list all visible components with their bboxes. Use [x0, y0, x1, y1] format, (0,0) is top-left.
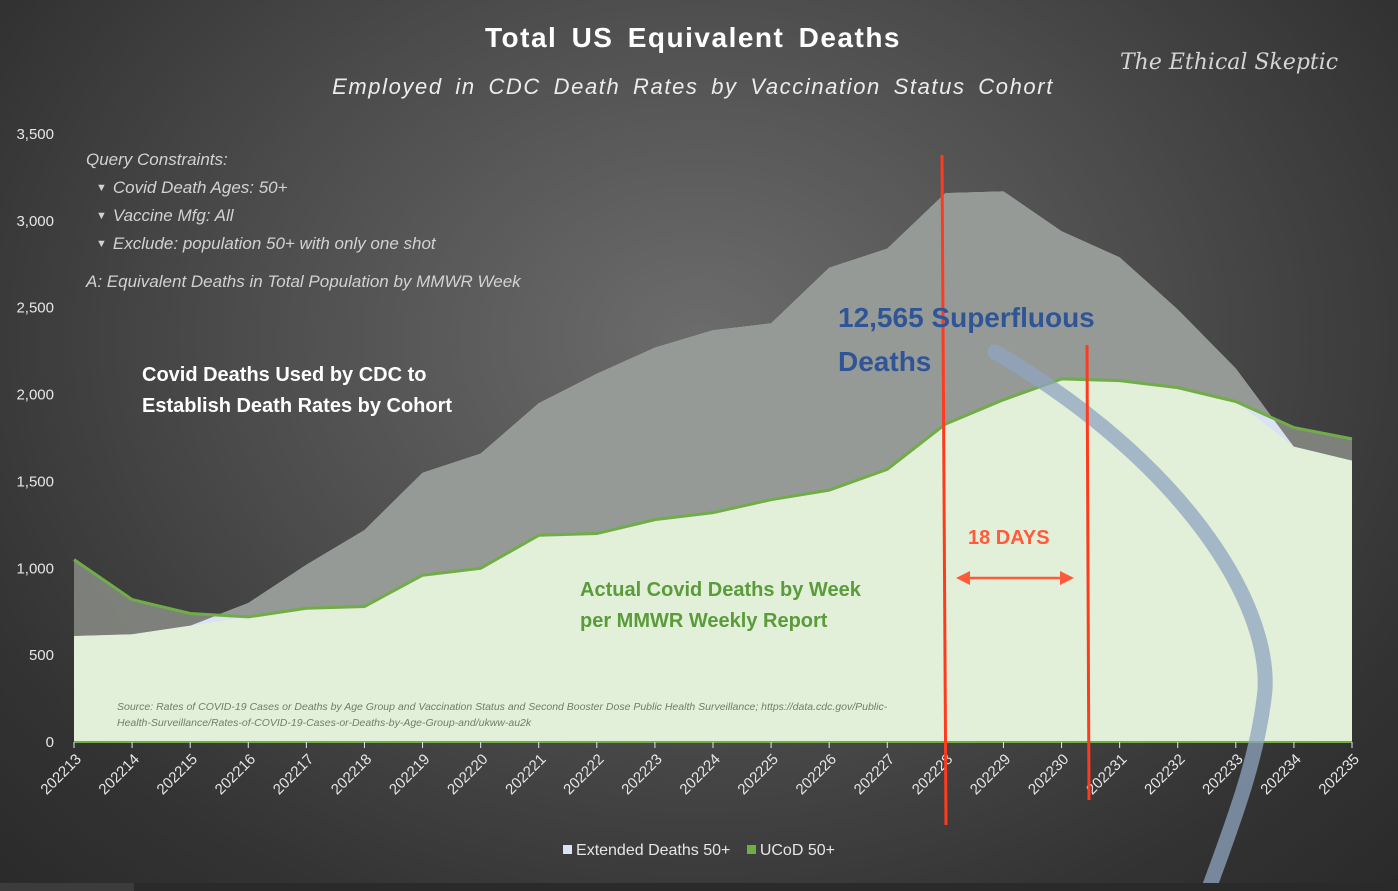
query-item: ▼ Vaccine Mfg: All	[86, 204, 436, 232]
query-item-text: Covid Death Ages: 50+	[112, 178, 288, 197]
x-tick-label: 202226	[793, 751, 840, 798]
arrowhead-right-icon	[1060, 571, 1074, 585]
bullet-triangle-icon: ▼	[96, 182, 107, 194]
chart-subtitle: Employed in CDC Death Rates by Vaccinati…	[332, 74, 1054, 99]
curved-arrow-icon	[987, 344, 1273, 891]
area-ucod	[74, 378, 1352, 742]
x-tick-label: 202220	[444, 751, 491, 798]
x-tick-label: 202213	[37, 751, 84, 798]
x-tick-label: 202228	[909, 751, 956, 798]
x-tick-label: 202215	[154, 751, 201, 798]
y-tick-label: 2,500	[16, 300, 54, 317]
legend-swatch-extended	[563, 845, 573, 854]
watermark: The Ethical Skeptic	[1120, 50, 1339, 75]
bullet-triangle-icon: ▼	[96, 238, 107, 250]
legend: Extended Deaths 50+ UCoD 50+	[0, 842, 1398, 860]
source-line2: Health-Surveillance/Rates-of-COVID-19-Ca…	[117, 717, 532, 729]
query-item: ▼ Covid Death Ages: 50+	[86, 176, 436, 204]
y-tick-label: 3,000	[16, 213, 54, 230]
cdc-label-line2: Establish Death Rates by Cohort	[142, 395, 453, 417]
query-item-text: Exclude: population 50+ with only one sh…	[112, 234, 436, 253]
y-tick-label: 2,000	[16, 387, 54, 404]
source-note: Source: Rates of COVID-19 Cases or Death…	[117, 699, 1197, 731]
superfluous-line2: Deaths	[838, 346, 932, 377]
bottom-bar	[0, 883, 1398, 891]
x-tick-label: 202214	[95, 751, 142, 798]
y-tick-label: 1,000	[16, 560, 54, 577]
actual-label-line1: Actual Covid Deaths by Week	[580, 579, 861, 601]
x-tick-label: 202229	[967, 751, 1014, 798]
x-tick-label: 202235	[1315, 751, 1362, 798]
x-tick-label: 202224	[676, 751, 723, 798]
query-constraints: Query Constraints: ▼ Covid Death Ages: 50…	[86, 148, 436, 260]
x-tick-label: 202221	[502, 751, 549, 798]
x-tick-label: 202216	[212, 751, 259, 798]
x-tick-label: 202227	[851, 751, 898, 798]
query-item: ▼ Exclude: population 50+ with only one s…	[86, 232, 436, 260]
x-tick-label: 202218	[328, 751, 375, 798]
x-tick-label: 202222	[560, 751, 607, 798]
x-tick-label: 202219	[386, 751, 433, 798]
legend-label-extended: Extended Deaths 50+	[576, 842, 731, 859]
y-tick-label: 0	[46, 734, 54, 751]
legend-item-extended: Extended Deaths 50+	[563, 842, 730, 860]
superfluous-deaths-label: 12,565 Superfluous Deaths	[838, 296, 1095, 384]
x-tick-label: 202223	[618, 751, 665, 798]
y-tick-label: 3,500	[16, 126, 54, 143]
marker-line-1	[940, 154, 948, 826]
x-tick-label: 202217	[270, 751, 317, 798]
x-tick-label: 202230	[1025, 751, 1072, 798]
cdc-label-line1: Covid Deaths Used by CDC to	[142, 364, 427, 386]
area-difference	[74, 191, 1352, 637]
y-tick-label: 1,500	[16, 473, 54, 490]
actual-label-line2: per MMWR Weekly Report	[580, 610, 828, 632]
superfluous-line1: 12,565 Superfluous	[838, 302, 1095, 333]
y-tick-label: 500	[29, 647, 54, 664]
chart-title: Total US Equivalent Deaths	[485, 22, 901, 53]
legend-label-ucod: UCoD 50+	[759, 842, 835, 859]
legend-swatch-ucod	[746, 845, 756, 854]
bullet-triangle-icon: ▼	[96, 210, 107, 222]
x-tick-label: 202225	[734, 751, 781, 798]
note-a: A: Equivalent Deaths in Total Population…	[86, 272, 521, 291]
source-line1: Source: Rates of COVID-19 Cases or Death…	[117, 701, 888, 713]
query-item-text: Vaccine Mfg: All	[112, 206, 234, 225]
line-ucod	[73, 377, 1353, 619]
cdc-deaths-label: Covid Deaths Used by CDC to Establish De…	[142, 360, 452, 422]
legend-item-ucod: UCoD 50+	[746, 842, 835, 860]
x-tick-label: 202234	[1257, 751, 1304, 798]
actual-deaths-label: Actual Covid Deaths by Week per MMWR Wee…	[580, 575, 861, 637]
arrowhead-left-icon	[956, 571, 970, 585]
x-tick-label: 202232	[1141, 751, 1188, 798]
days-label: 18 DAYS	[968, 527, 1050, 549]
marker-line-2	[1085, 344, 1091, 801]
query-title: Query Constraints:	[86, 150, 228, 169]
bottom-bar-segment	[0, 883, 134, 891]
